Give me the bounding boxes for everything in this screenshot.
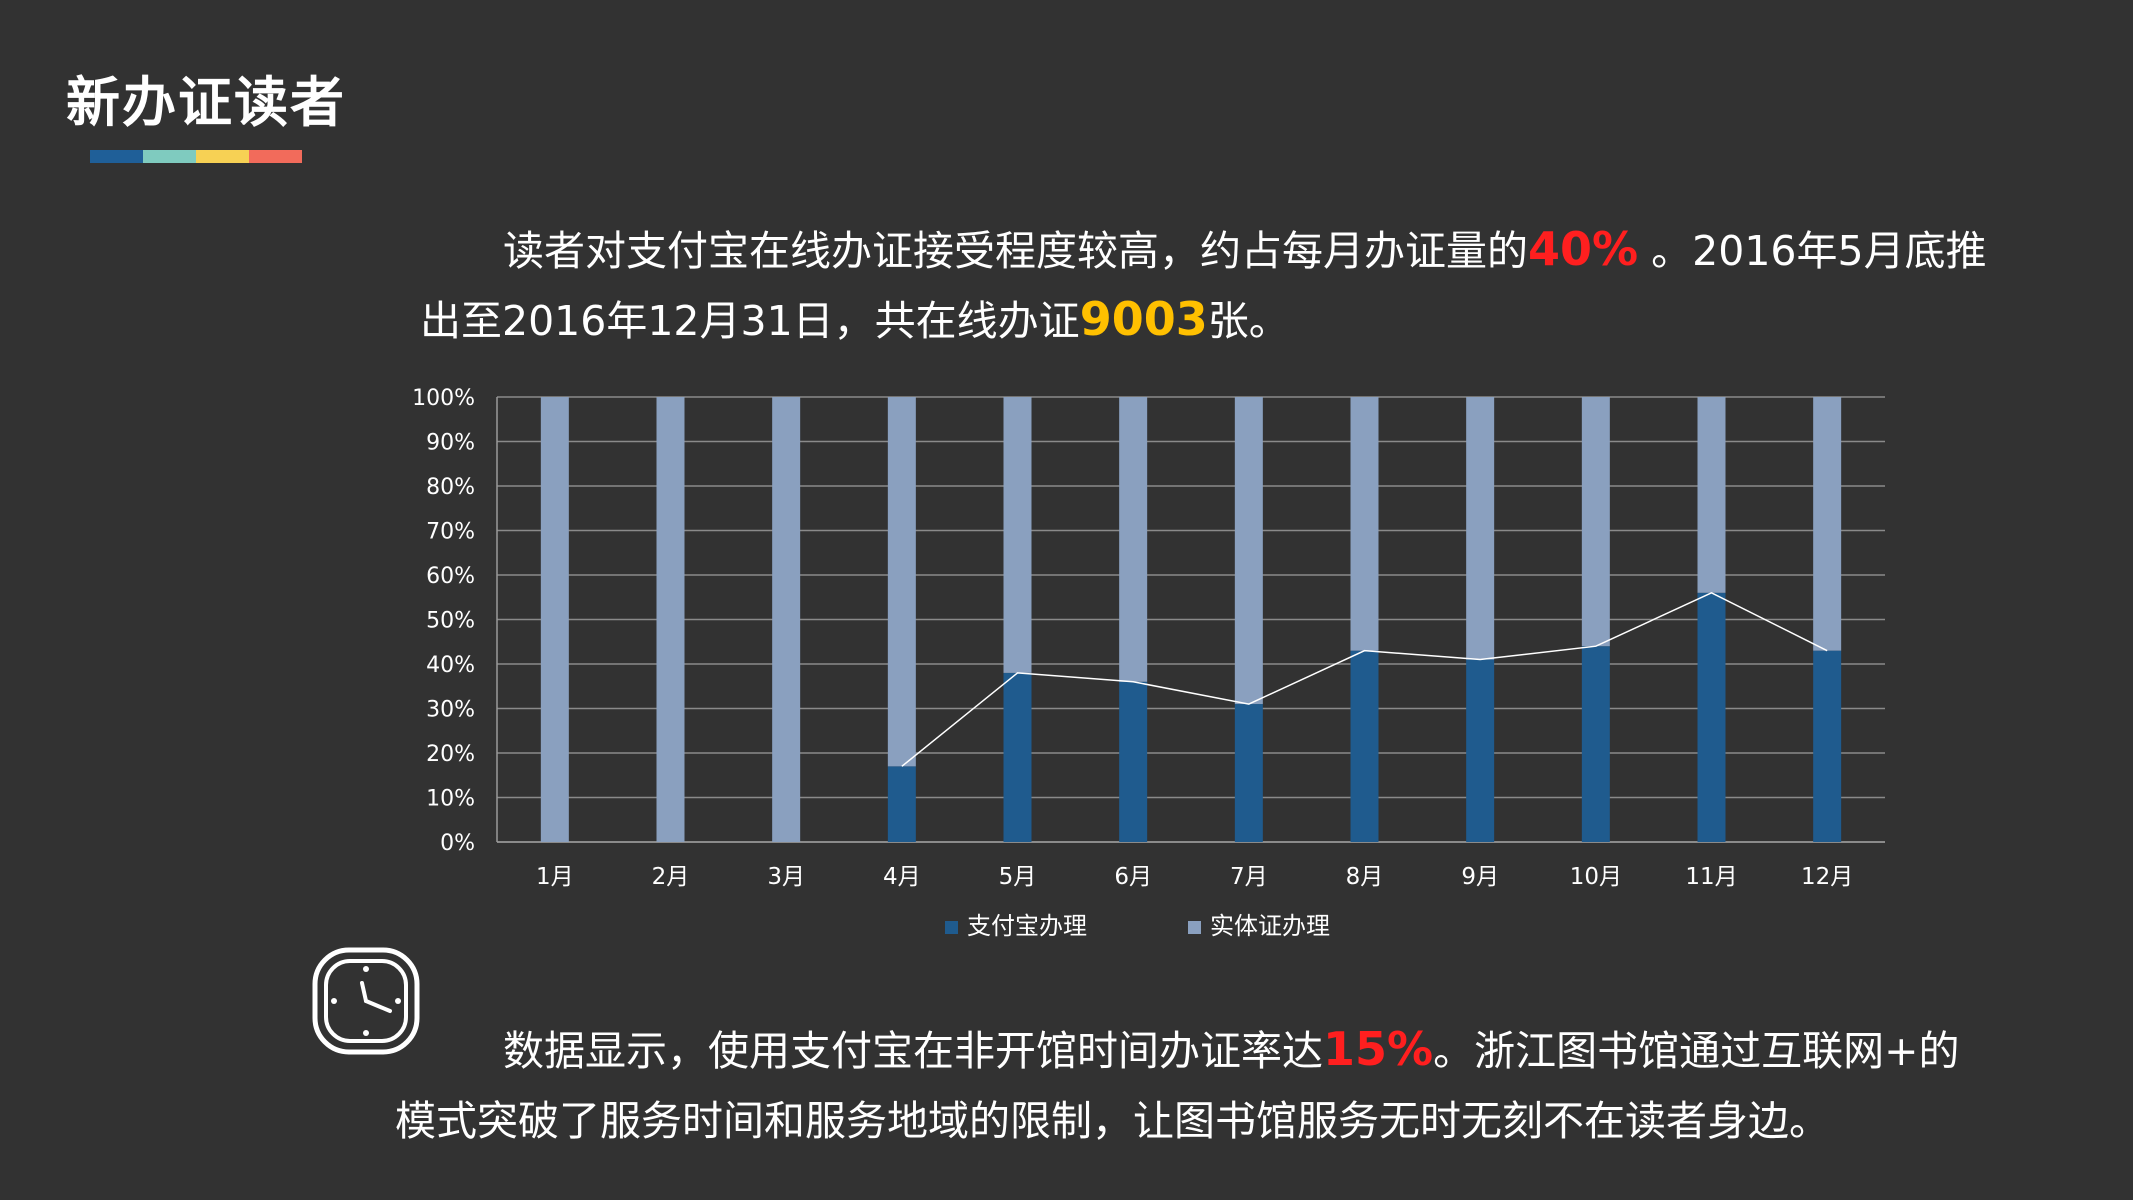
paragraph1-line2-text: 出至2016年12月31日，共在线办证: [420, 297, 1080, 345]
percent-highlight: 40%: [1528, 222, 1639, 276]
accent-segment-teal: [143, 150, 196, 163]
paragraph1-line1: 读者对支付宝在线办证接受程度较高，约占每月办证量的40% 。2016年5月底推: [503, 213, 1987, 287]
x-tick-label: 11月: [1685, 864, 1737, 890]
bar-physical: [772, 397, 801, 842]
legend-label: 实体证办理: [1210, 912, 1330, 940]
bar-physical: [1119, 397, 1148, 682]
y-tick-label: 20%: [426, 742, 475, 767]
x-tick-label: 3月: [767, 864, 805, 890]
bar-alipay: [1350, 650, 1379, 842]
paragraph2-line2: 模式突破了服务时间和服务地域的限制，让图书馆服务无时无刻不在读者身边。: [395, 1097, 1830, 1145]
paragraph1-line1-text: 读者对支付宝在线办证接受程度较高，约占每月办证量的: [503, 227, 1528, 275]
bar-physical: [887, 397, 916, 767]
x-tick-label: 8月: [1346, 864, 1384, 890]
bar-physical: [1466, 397, 1495, 660]
y-tick-label: 90%: [426, 431, 475, 456]
bar-alipay: [1813, 650, 1842, 842]
paragraph1-line1-tail: 。2016年5月底推: [1638, 227, 1987, 275]
count-highlight: 9003: [1079, 292, 1208, 346]
y-tick-label: 40%: [426, 653, 475, 678]
paragraph1-line2-tail: 张。: [1207, 297, 1290, 345]
paragraph2-line1-tail: 。浙江图书馆通过互联网+的: [1433, 1027, 1960, 1075]
x-tick-label: 1月: [536, 864, 574, 890]
x-tick-label: 2月: [652, 864, 690, 890]
clock-icon: [312, 947, 420, 1055]
y-tick-label: 10%: [426, 787, 475, 812]
y-tick-label: 80%: [426, 475, 475, 500]
accent-segment-blue: [90, 150, 143, 163]
bar-physical: [1581, 397, 1610, 647]
x-tick-label: 10月: [1570, 864, 1622, 890]
y-tick-label: 50%: [426, 609, 475, 634]
y-tick-label: 60%: [426, 564, 475, 589]
bar-physical: [1350, 397, 1379, 651]
x-tick-label: 12月: [1801, 864, 1853, 890]
title-accent-bar: [90, 150, 302, 163]
bar-alipay: [1119, 681, 1148, 842]
x-tick-label: 4月: [883, 864, 921, 890]
x-tick-label: 5月: [999, 864, 1037, 890]
bar-alipay: [1234, 704, 1263, 842]
y-tick-label: 0%: [440, 831, 475, 856]
y-tick-label: 70%: [426, 520, 475, 545]
bar-physical: [1234, 397, 1263, 705]
paragraph1-line2: 出至2016年12月31日，共在线办证9003张。: [420, 283, 1290, 357]
trend-line: [901, 591, 1828, 767]
offhours-rate-highlight: 15%: [1323, 1022, 1434, 1076]
y-tick-label: 30%: [426, 698, 475, 723]
x-tick-label: 7月: [1230, 864, 1268, 890]
x-tick-label: 9月: [1461, 864, 1499, 890]
bar-physical: [656, 397, 685, 842]
legend-swatch: [1188, 921, 1201, 934]
bar-physical: [1697, 397, 1726, 593]
x-tick-label: 6月: [1114, 864, 1152, 890]
accent-segment-red: [249, 150, 302, 163]
bar-physical: [1813, 397, 1842, 651]
accent-segment-yellow: [196, 150, 249, 163]
bar-alipay: [1697, 592, 1726, 842]
legend-label: 支付宝办理: [967, 912, 1087, 940]
bar-alipay: [1003, 672, 1032, 842]
y-tick-label: 100%: [412, 386, 475, 411]
bar-alipay: [1466, 659, 1495, 842]
bar-alipay: [887, 766, 916, 842]
bar-physical: [1003, 397, 1032, 673]
paragraph2-line1: 数据显示，使用支付宝在非开馆时间办证率达15%。浙江图书馆通过互联网+的: [503, 1013, 1959, 1087]
page-title: 新办证读者: [66, 71, 346, 134]
bar-physical: [540, 397, 569, 842]
paragraph2-line1-text: 数据显示，使用支付宝在非开馆时间办证率达: [503, 1027, 1323, 1075]
stacked-bar-chart: 0% 10% 20% 30% 40% 50% 60% 70% 80% 90% 100% 1月 2月 3月 4…: [412, 386, 1885, 940]
legend-swatch: [945, 921, 958, 934]
bar-alipay: [1581, 646, 1610, 842]
